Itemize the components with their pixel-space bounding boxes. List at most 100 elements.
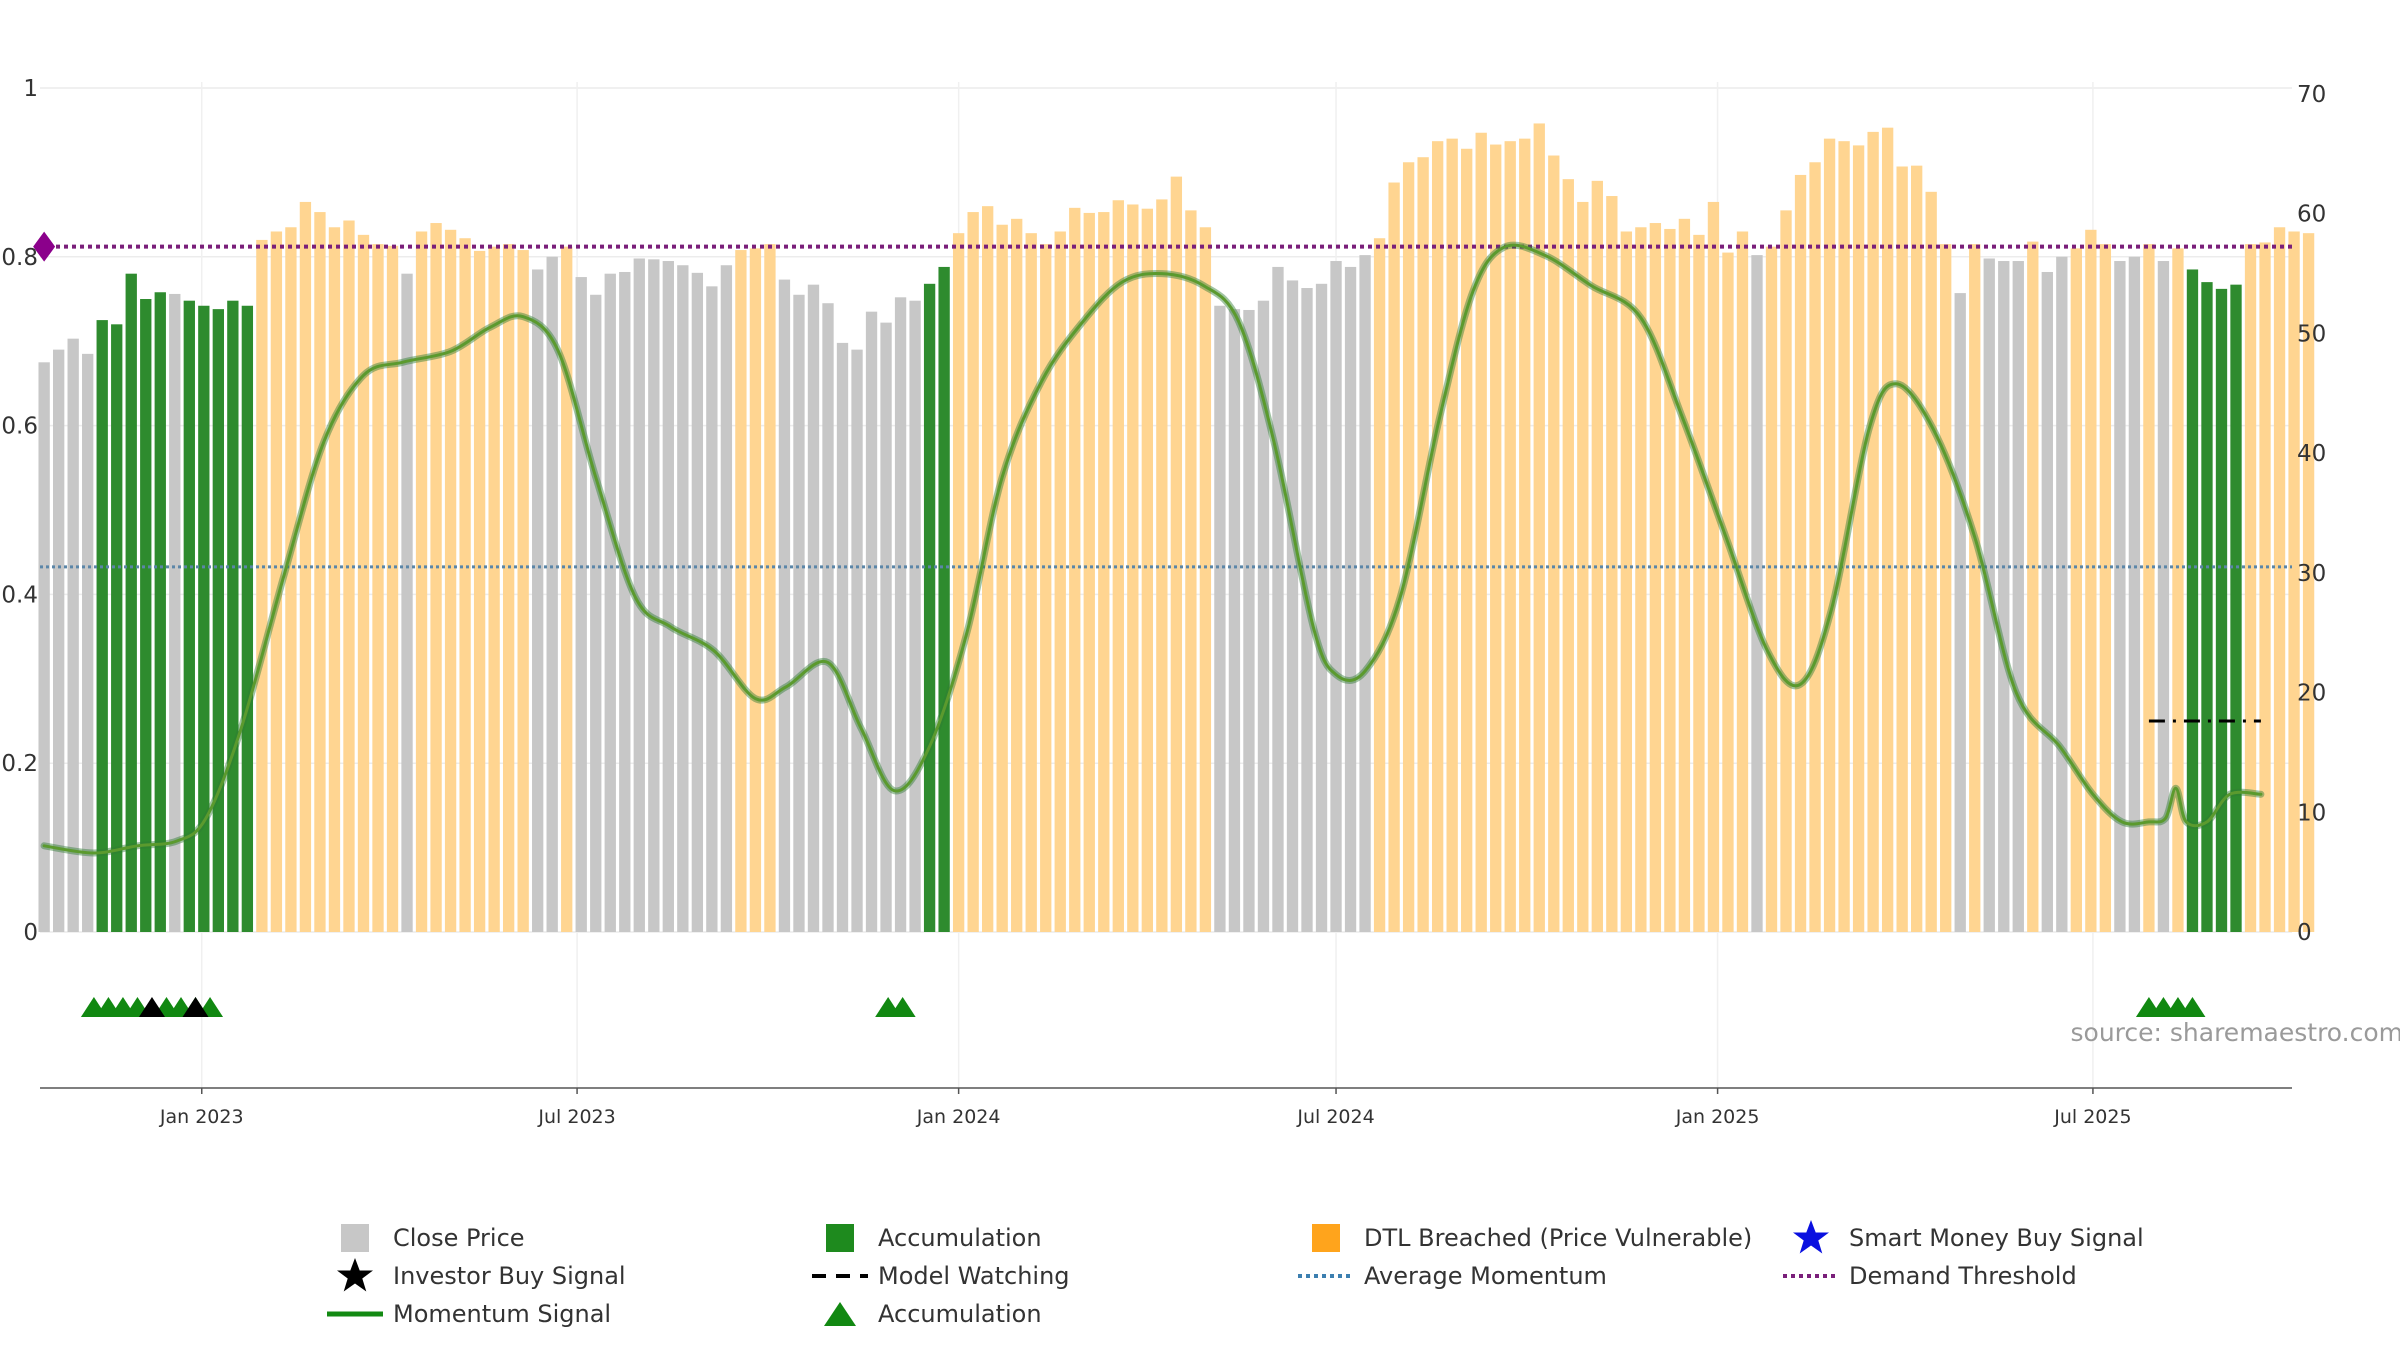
bar-dtl: [561, 246, 573, 932]
x-tick-label: Jul 2025: [2053, 1106, 2131, 1128]
bar-accumulation: [2215, 288, 2228, 932]
bar-close: [1751, 255, 1763, 932]
bar-series: [38, 123, 2315, 933]
bar-dtl: [1649, 223, 1662, 933]
bar-dtl: [1969, 244, 1981, 932]
y-right-tick-label: 60: [2297, 202, 2326, 228]
investor-buy-triangle: [138, 997, 165, 1017]
bar-close: [662, 261, 674, 932]
y-left-tick-label: 0.8: [1, 245, 38, 271]
bar-accumulation: [2201, 282, 2213, 932]
bar-accumulation: [227, 300, 239, 932]
bar-close: [169, 293, 181, 932]
source-label: source: sharemaestro.com: [2071, 1018, 2400, 1047]
bar-close: [546, 256, 558, 932]
bar-accumulation: [938, 266, 950, 933]
bar-dtl: [1373, 238, 1386, 932]
bar-dtl: [328, 227, 341, 932]
bar-dtl: [372, 244, 384, 932]
bar-close: [38, 362, 50, 932]
bar-close: [2157, 261, 2170, 932]
bar-dtl: [343, 220, 355, 932]
bar-dtl: [1388, 182, 1400, 932]
bar-dtl: [1838, 141, 1850, 932]
bar-accumulation: [96, 320, 108, 933]
bar-close: [2041, 271, 2053, 932]
accumulation-triangle: [889, 997, 916, 1017]
bar-dtl: [1054, 231, 1066, 933]
bar-dtl: [1098, 212, 1110, 932]
bar-close: [604, 273, 616, 932]
bar-close: [1301, 288, 1313, 932]
axes: Jan 2023 Jul 2023 Jan 2024 Jul 2024 Jan 2025…: [1, 76, 2326, 1128]
bar-dtl: [488, 246, 500, 932]
bar-dtl: [1925, 191, 1937, 932]
y-right-tick-label: 70: [2297, 82, 2326, 108]
bar-dtl: [1011, 218, 1023, 932]
bar-accumulation: [125, 273, 137, 932]
bar-dtl: [1867, 131, 1879, 932]
bar-close: [1272, 266, 1284, 933]
bar-close: [836, 342, 849, 932]
bar-close: [53, 349, 65, 932]
bar-close: [880, 322, 892, 933]
bar-dtl: [1519, 138, 1531, 932]
bar-close: [590, 294, 602, 932]
bar-dtl: [1156, 199, 1168, 932]
bar-dtl: [444, 229, 457, 933]
bar-dtl: [1446, 138, 1458, 932]
bar-close: [532, 269, 544, 933]
x-tick-label: Jul 2024: [1296, 1106, 1374, 1128]
bar-dtl: [735, 250, 747, 933]
bar-accumulation: [923, 283, 936, 933]
bar-dtl: [459, 238, 471, 932]
bar-close: [865, 311, 878, 932]
bar-close: [851, 349, 863, 932]
bar-dtl: [1780, 210, 1792, 932]
bar-close: [1243, 309, 1255, 932]
bar-dtl: [1069, 207, 1081, 932]
bar-dtl: [1533, 123, 1545, 932]
bar-close: [909, 300, 921, 932]
bar-dtl: [1664, 228, 1676, 932]
bar-dtl: [430, 223, 442, 933]
bar-dtl: [1678, 218, 1691, 932]
bar-dtl: [473, 250, 486, 933]
bar-dtl: [1475, 132, 1487, 932]
y-left-tick-label: 0.4: [1, 582, 38, 608]
bar-dtl: [1504, 141, 1516, 932]
x-tick-label: Jan 2024: [916, 1106, 1001, 1128]
bar-dtl: [2143, 244, 2155, 932]
bar-dtl: [415, 231, 428, 933]
signal-markers: [33, 231, 2206, 1017]
bar-dtl: [2099, 244, 2112, 932]
bar-accumulation: [212, 309, 224, 932]
bar-close: [1257, 300, 1270, 932]
accumulation-triangle: [2179, 997, 2206, 1017]
bar-accumulation: [2230, 284, 2242, 933]
bar-dtl: [749, 248, 762, 933]
bar-dtl: [764, 244, 776, 932]
bar-dtl: [1591, 180, 1603, 933]
bar-dtl: [1112, 200, 1124, 932]
bar-close: [619, 271, 631, 932]
bar-dtl: [1809, 162, 1821, 933]
bar-dtl: [1402, 162, 1415, 933]
bar-close: [2056, 256, 2068, 932]
line-series: [40, 241, 2292, 857]
bar-close: [720, 265, 733, 932]
bar-dtl: [270, 231, 283, 933]
bar-accumulation: [198, 305, 210, 932]
bar-dtl: [1765, 246, 1778, 932]
bar-dtl: [1431, 141, 1444, 932]
bar-dtl: [2273, 227, 2286, 932]
bar-dtl: [1170, 176, 1183, 932]
x-tick-label: Jan 2025: [1675, 1106, 1760, 1128]
x-tick-label: Jul 2023: [537, 1106, 615, 1128]
bar-dtl: [2070, 248, 2082, 933]
bar-close: [1330, 261, 1342, 932]
bar-close: [82, 353, 94, 932]
bar-close: [2114, 261, 2126, 932]
bar-close: [793, 294, 805, 932]
